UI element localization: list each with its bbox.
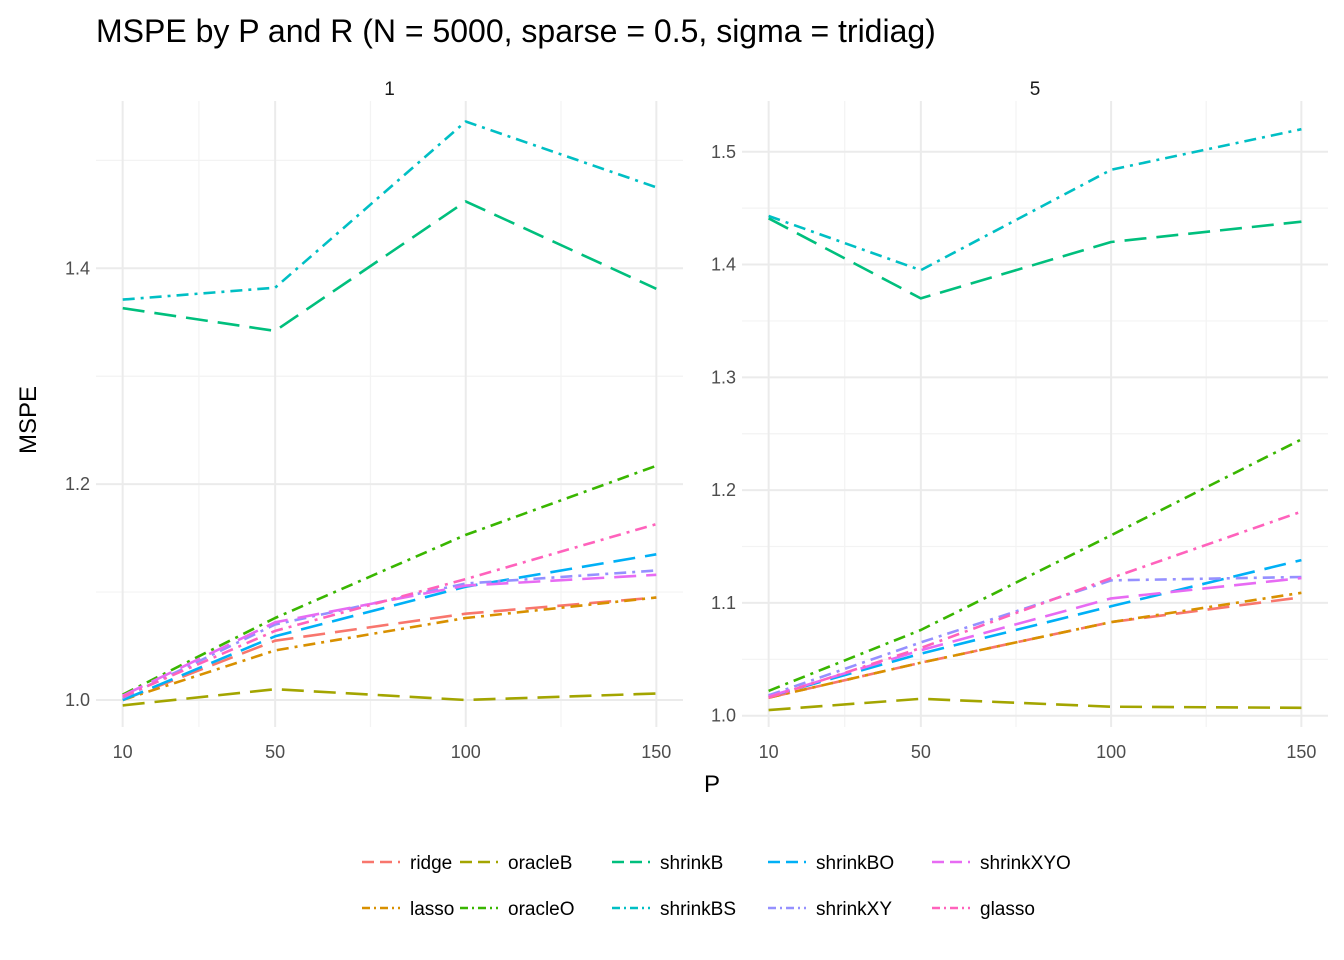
x-tick-label: 150 [1286,742,1316,762]
series-line-shrinkBO [768,558,1302,698]
legend-label: glasso [980,899,1035,920]
x-tick-label: 10 [113,742,133,762]
series-line-shrinkB [122,200,657,333]
panel-1: 1 1.0 1.2 1.4 10 50 100 150 [65,79,683,762]
legend-label: shrinkXYO [980,853,1071,874]
series-line-shrinkBS [122,120,657,301]
chart-title: MSPE by P and R (N = 5000, sparse = 0.5,… [96,13,936,49]
y-tick-label: 1.4 [711,255,736,275]
series-line-oracleB [768,697,1302,712]
series-line-lasso [122,596,657,702]
y-tick-label: 1.3 [711,367,736,387]
legend-label: shrinkB [660,853,723,874]
series-line-glasso [768,510,1302,699]
panel-5: 5 1.0 1.1 1.2 1.3 1.4 1.5 10 50 100 150 [711,79,1328,762]
legend-item-glasso: glasso [932,899,1035,920]
y-tick-label: 1.0 [711,706,736,726]
legend-item-shrinkXYO: shrinkXYO [932,853,1071,874]
y-axis-title: MSPE [15,386,42,454]
series-line-oracleB [122,687,657,707]
legend-label: shrinkBO [816,853,894,874]
series-line-oracleO [768,438,1302,693]
series-line-shrinkBO [122,553,657,702]
legend-label: ridge [410,853,452,874]
series-line-shrinkXY [122,569,657,700]
series-line-shrinkXYO [768,576,1302,698]
legend-label: shrinkBS [660,899,736,920]
legend-item-shrinkBS: shrinkBS [612,899,736,920]
x-tick-label: 100 [451,742,481,762]
legend-item-shrinkXY: shrinkXY [768,899,892,920]
legend-label: shrinkXY [816,899,892,920]
legend-item-ridge: ridge [362,853,452,874]
legend: ridge lasso oracleB oracleO shrinkB shrinkBS s… [362,853,1071,920]
series-line-ridge [768,596,1302,699]
y-tick-label: 1.1 [711,593,736,613]
x-axis-title: P [704,771,720,798]
legend-item-oracleB: oracleB [460,853,572,874]
series-line-shrinkB [767,217,1302,300]
series-line-shrinkXYO [122,573,657,697]
legend-item-lasso: lasso [362,899,454,920]
y-tick-label: 1.0 [65,690,90,710]
legend-item-oracleO: oracleO [460,899,575,920]
panel-strip-label: 5 [1030,79,1041,100]
y-tick-label: 1.4 [65,258,90,278]
x-tick-label: 10 [759,742,779,762]
legend-label: oracleO [508,899,575,920]
x-tick-label: 150 [641,742,671,762]
legend-item-shrinkB: shrinkB [612,853,723,874]
panel-strip-label: 1 [384,79,395,100]
series-line-oracleO [122,464,657,696]
series-line-shrinkBS [768,127,1302,272]
x-tick-label: 50 [265,742,285,762]
panels: 1 1.0 1.2 1.4 10 50 100 150 5 1.0 1.1 1.2 1.3 1.4 1.5 1… [65,79,1328,762]
legend-item-shrinkBO: shrinkBO [768,853,894,874]
y-tick-label: 1.5 [711,142,736,162]
legend-label: oracleB [508,853,572,874]
y-tick-label: 1.2 [711,480,736,500]
y-tick-label: 1.2 [65,474,90,494]
series-line-glasso [122,522,657,698]
series-line-ridge [122,596,657,702]
legend-label: lasso [410,899,454,920]
x-tick-label: 50 [911,742,931,762]
series-line-lasso [768,591,1302,699]
series-line-shrinkXY [768,575,1302,697]
x-tick-label: 100 [1096,742,1126,762]
